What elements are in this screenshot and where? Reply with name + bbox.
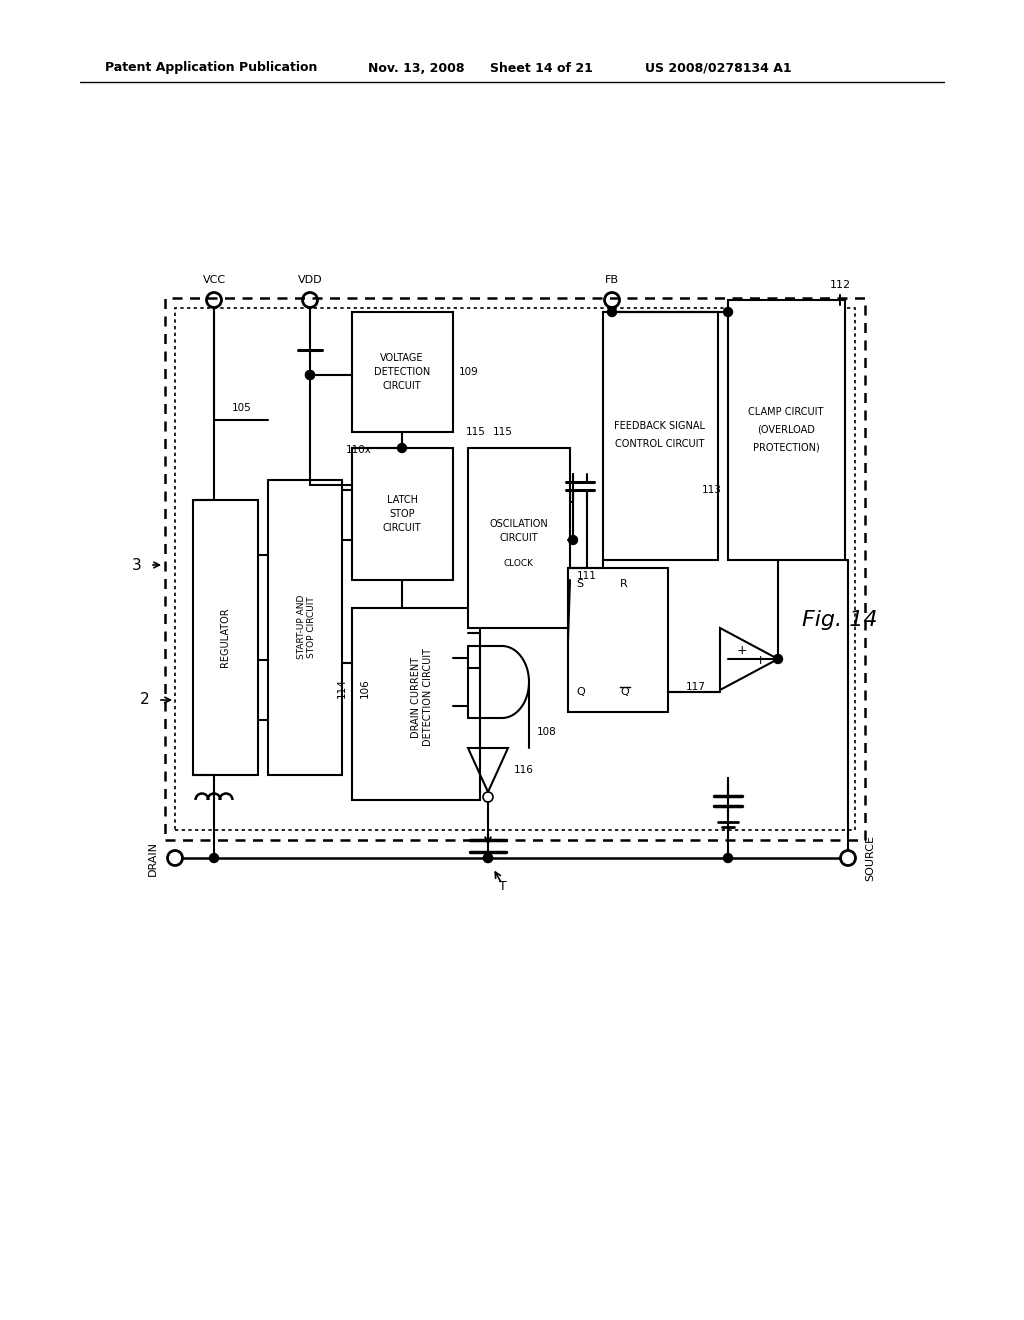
Bar [352,609,480,800]
Text: 115: 115 [466,426,486,437]
Circle shape [607,308,616,317]
Text: 105: 105 [232,403,252,413]
Bar [193,500,258,775]
Text: R: R [620,579,628,589]
Text: 2: 2 [140,693,150,708]
Text: 114: 114 [337,678,347,698]
Text: DETECTION CIRCUIT: DETECTION CIRCUIT [423,648,433,746]
Text: 108: 108 [537,727,557,737]
Bar [603,312,718,560]
Text: CIRCUIT: CIRCUIT [383,523,421,533]
Bar [468,447,570,628]
Text: (OVERLOAD: (OVERLOAD [757,425,815,436]
Text: START-UP AND: START-UP AND [297,595,305,659]
Text: +: + [736,644,748,657]
Text: S: S [575,579,583,589]
Text: FEEDBACK SIGNAL: FEEDBACK SIGNAL [614,421,706,432]
Circle shape [483,854,493,862]
Text: 113: 113 [702,484,722,495]
Circle shape [305,371,314,380]
Text: I: I [759,656,762,667]
Text: US 2008/0278134 A1: US 2008/0278134 A1 [645,62,792,74]
Text: 111: 111 [578,572,597,581]
Text: CIRCUIT: CIRCUIT [500,533,539,543]
Text: CONTROL CIRCUIT: CONTROL CIRCUIT [615,440,705,449]
Text: VCC: VCC [203,275,225,285]
Circle shape [724,308,732,317]
Text: 117: 117 [686,682,706,692]
Text: OSCILATION: OSCILATION [489,519,549,529]
Text: 106: 106 [360,678,370,698]
Bar [728,300,845,560]
Text: VOLTAGE: VOLTAGE [380,352,424,363]
Text: 109: 109 [459,367,479,378]
Bar [568,568,668,711]
Text: CIRCUIT: CIRCUIT [383,381,421,391]
Text: DETECTION: DETECTION [374,367,430,378]
Text: LATCH: LATCH [386,495,418,506]
Text: 112: 112 [829,280,851,290]
Bar [175,308,855,830]
Circle shape [724,854,732,862]
Text: DRAIN: DRAIN [148,841,158,875]
Circle shape [397,444,407,453]
Text: STOP: STOP [389,510,415,519]
Bar [352,312,453,432]
Text: Fig. 14: Fig. 14 [802,610,878,630]
Bar [268,480,342,775]
Text: Nov. 13, 2008: Nov. 13, 2008 [368,62,465,74]
Text: REGULATOR: REGULATOR [220,607,230,667]
Text: CLOCK: CLOCK [504,558,534,568]
Circle shape [773,655,782,664]
Circle shape [305,371,314,380]
Text: 115: 115 [494,426,513,437]
Text: Sheet 14 of 21: Sheet 14 of 21 [490,62,593,74]
Circle shape [483,854,493,862]
Text: STOP CIRCUIT: STOP CIRCUIT [306,597,315,657]
Text: 110x: 110x [346,445,372,455]
Bar [165,298,865,840]
Text: Patent Application Publication: Patent Application Publication [105,62,317,74]
Text: SOURCE: SOURCE [865,836,874,880]
Circle shape [210,854,218,862]
Bar [352,447,453,579]
Circle shape [568,536,578,544]
Text: DRAIN CURRENT: DRAIN CURRENT [411,656,421,738]
Text: CLAMP CIRCUIT: CLAMP CIRCUIT [749,407,823,417]
Text: 116: 116 [514,766,534,775]
Text: T: T [499,879,507,892]
Text: Q: Q [620,686,629,697]
Text: 3: 3 [132,557,142,573]
Text: Q: Q [575,686,585,697]
Text: FB: FB [605,275,618,285]
Text: PROTECTION): PROTECTION) [753,444,819,453]
Text: VDD: VDD [298,275,323,285]
